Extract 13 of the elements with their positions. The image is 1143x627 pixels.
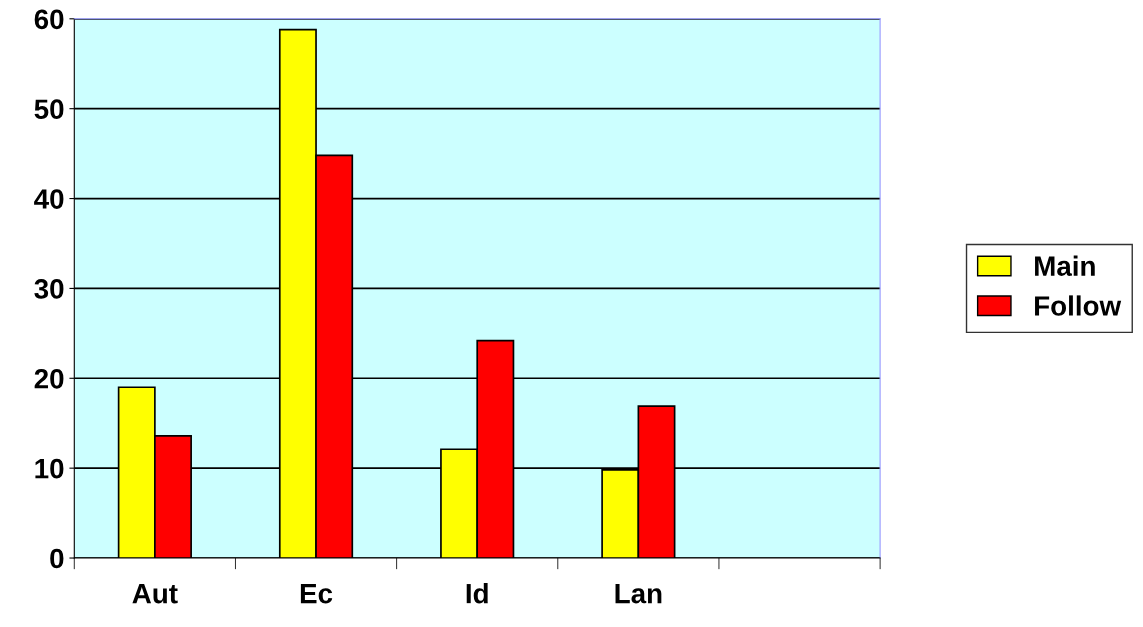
- y-tick-label: 0: [50, 548, 64, 569]
- legend-label: Follow: [1035, 295, 1122, 316]
- x-tick-label: Aut: [132, 584, 178, 604]
- legend-label: Main: [1035, 255, 1095, 276]
- x-tick-label: Lan: [615, 584, 662, 604]
- y-tick-label: 10: [35, 458, 64, 479]
- y-tick-label: 20: [34, 368, 64, 389]
- x-tick-label: Id: [466, 583, 488, 604]
- y-tick-label: 50: [34, 99, 64, 120]
- y-tick-label: 30: [34, 279, 64, 299]
- y-tick-label: 40: [34, 189, 64, 209]
- y-tick-label: 60: [34, 9, 64, 30]
- x-tick-label: Ec: [300, 584, 333, 604]
